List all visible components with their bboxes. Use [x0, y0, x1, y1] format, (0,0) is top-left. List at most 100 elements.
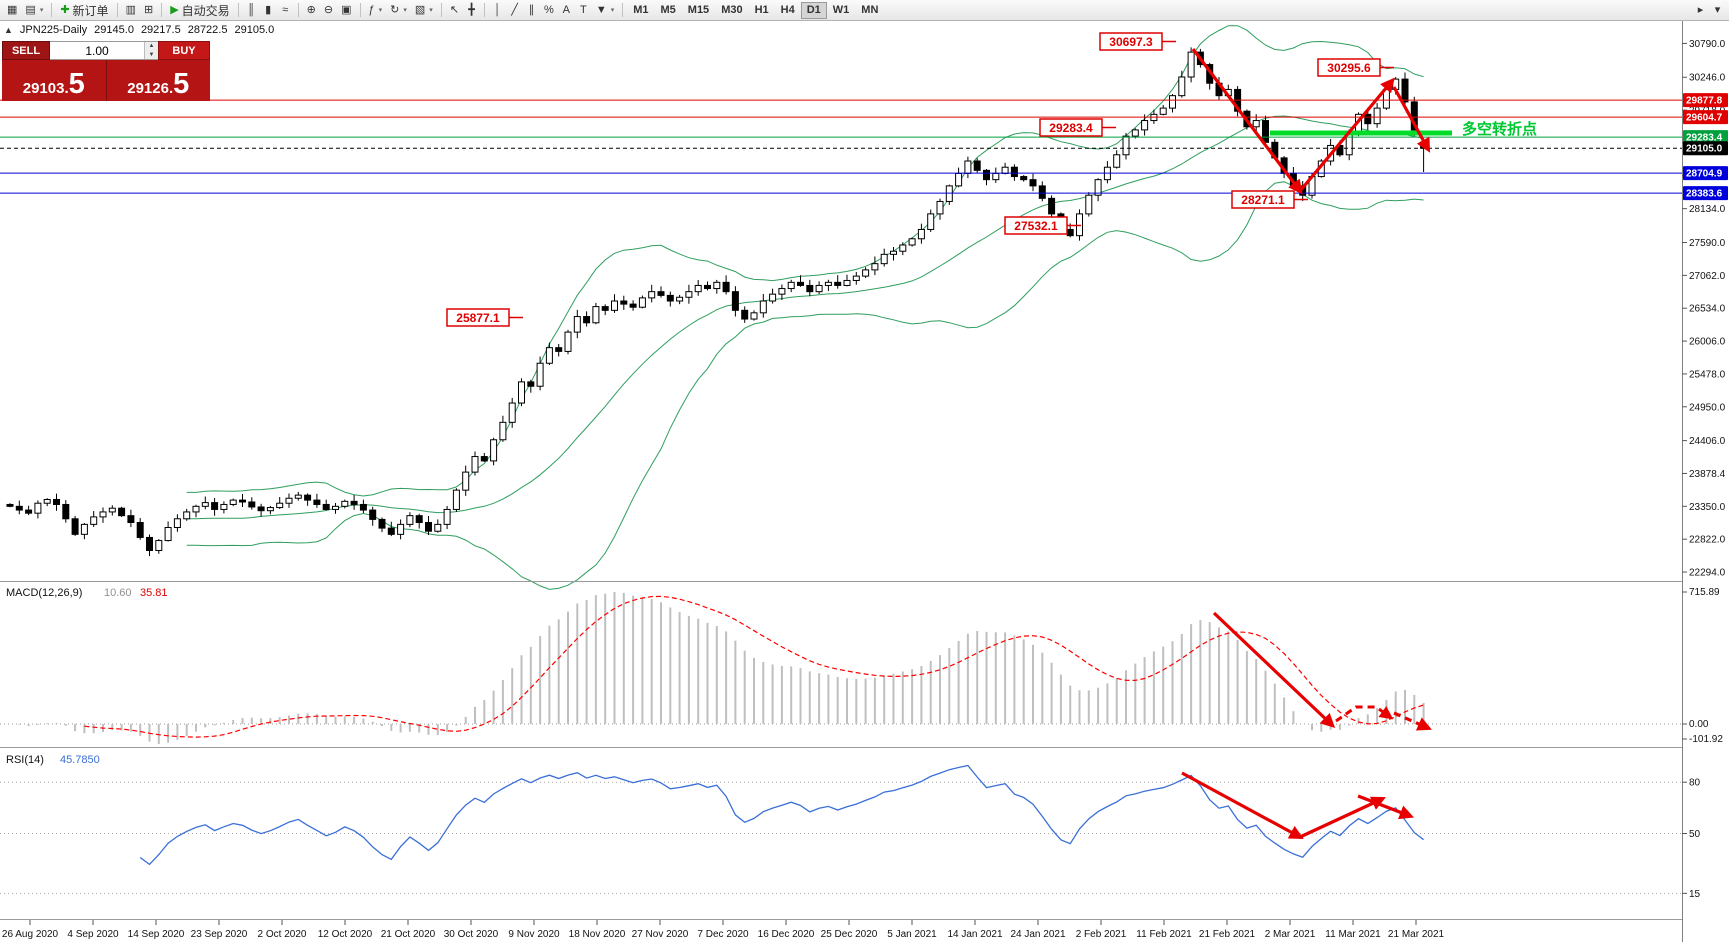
toolbar-group: ▦ ▤ ▾	[3, 2, 47, 19]
svg-text:25 Dec 2020: 25 Dec 2020	[821, 929, 878, 940]
toolbar-group: ƒ ▾ ↻ ▾ ▧ ▾	[365, 2, 437, 19]
svg-text:0.00: 0.00	[1689, 719, 1709, 730]
time-axis[interactable]: 26 Aug 2020 4 Sep 2020 14 Sep 2020 23 Sep 2…	[2, 920, 1445, 940]
toolbar-group: ↖ ╋	[446, 2, 480, 19]
timeframe-m15[interactable]: M15	[682, 2, 715, 19]
ohlc-open: 29145.0	[94, 24, 134, 36]
templates-icon-dropdown[interactable]: ▾	[429, 7, 433, 14]
candles	[6, 47, 1428, 557]
new-chart-icon[interactable]: ▦	[3, 2, 21, 19]
axis-price-tag	[1683, 166, 1728, 181]
auto-trading-button[interactable]: ▶ 自动交易	[166, 2, 233, 19]
svg-text:15: 15	[1689, 889, 1701, 900]
new-order-button-label: 新订单	[72, 3, 109, 18]
line-chart-icon: ≈	[282, 3, 289, 16]
svg-text:24950.0: 24950.0	[1689, 402, 1726, 413]
timeframe-w1[interactable]: W1	[827, 2, 856, 19]
macd-panel: MACD(12,26,9) 10.60 35.81	[0, 587, 1682, 744]
svg-text:24 Jan 2021: 24 Jan 2021	[1010, 929, 1065, 940]
fibonacci-icon[interactable]: %	[540, 2, 558, 19]
toolbar-group: │ ╱ ∥% A T ▼ ▾	[489, 2, 618, 19]
one-click-collapse-icon[interactable]: ▲	[4, 25, 13, 35]
zoom-in-icon[interactable]: ⊕	[303, 2, 320, 19]
svg-text:22294.0: 22294.0	[1689, 568, 1726, 579]
label-icon[interactable]: T	[575, 2, 592, 19]
text-icon[interactable]: A	[558, 2, 575, 19]
toolbar-separator	[297, 3, 299, 17]
toolbar-separator	[440, 3, 442, 17]
timeframe-h1[interactable]: H1	[749, 2, 775, 19]
symbol-period-label: JPN225-Daily	[19, 24, 88, 36]
trendline-icon[interactable]: ╱	[506, 2, 523, 19]
ohlc-high: 29217.5	[140, 24, 181, 36]
navigator-icon[interactable]: ⊞	[140, 2, 157, 19]
indicators-icon[interactable]: ƒ ▾	[365, 2, 387, 19]
shapes-icon-dropdown[interactable]: ▾	[610, 7, 615, 14]
toolbar-group: ▶ 自动交易	[166, 2, 233, 19]
svg-text:29877.8: 29877.8	[1686, 96, 1723, 107]
profiles-icon: ▤	[25, 3, 36, 16]
templates-icon[interactable]: ▧ ▾	[411, 2, 437, 19]
volume-input[interactable]	[50, 42, 144, 59]
candlestick-chart-icon[interactable]: ▮	[260, 2, 277, 19]
zoom-out-icon[interactable]: ⊖	[320, 2, 337, 19]
sell-button[interactable]: SELL	[2, 41, 50, 60]
toolbar-right-icon-1[interactable]: ▸	[1692, 2, 1709, 19]
svg-text:30 Oct 2020: 30 Oct 2020	[444, 929, 499, 940]
timeframe-m1[interactable]: M1	[627, 2, 654, 19]
volume-decrease-button[interactable]: ▼	[145, 50, 158, 59]
market-watch-icon[interactable]: ▥	[122, 2, 140, 19]
buy-button[interactable]: BUY	[158, 41, 210, 60]
crosshair-icon[interactable]: ╋	[463, 2, 480, 19]
svg-text:21 Feb 2021: 21 Feb 2021	[1199, 929, 1256, 940]
volume-increase-button[interactable]: ▲	[145, 42, 158, 51]
candlestick-chart-icon: ▮	[265, 3, 272, 16]
cursor-icon[interactable]: ↖	[446, 2, 463, 19]
svg-text:45.7850: 45.7850	[60, 754, 100, 766]
timeframe-m5[interactable]: M5	[655, 2, 682, 19]
shapes-icon: ▼	[595, 3, 607, 16]
toolbar-group: ⊕ ⊖ ▣	[303, 2, 356, 19]
one-click-trading-panel: SELL ▲ ▼ BUY 29103.5 29126.5	[2, 41, 210, 101]
buy-price-display[interactable]: 29126. 5	[106, 60, 210, 101]
tile-windows-icon[interactable]: ▣	[337, 2, 355, 19]
bar-chart-icon: ║	[247, 3, 256, 16]
timeframe-h4[interactable]: H4	[775, 2, 801, 19]
price-axis[interactable]: 30790.030246.029718.029190.028662.028134…	[1682, 21, 1729, 942]
toolbar-separator	[51, 3, 53, 17]
axis-price-tag	[1683, 186, 1728, 201]
channel-icon[interactable]: ∥	[523, 2, 540, 19]
toolbar-right-icon-2[interactable]: ▾	[1709, 2, 1726, 19]
profiles-icon-dropdown[interactable]: ▾	[39, 7, 44, 14]
periods-icon-dropdown[interactable]: ▾	[403, 7, 407, 14]
auto-trading-button-label: 自动交易	[181, 3, 230, 18]
svg-text:27 Nov 2020: 27 Nov 2020	[632, 929, 689, 940]
timeframe-d1[interactable]: D1	[800, 1, 827, 19]
svg-text:23350.0: 23350.0	[1689, 502, 1726, 513]
bar-chart-icon[interactable]: ║	[243, 2, 260, 19]
chart-canvas[interactable]: 多空转折点 30697.3 30295.6 29283.4 28271.1 27532.1…	[0, 21, 1729, 942]
periods-icon[interactable]: ↻ ▾	[386, 2, 411, 19]
svg-text:27532.1: 27532.1	[1014, 219, 1058, 233]
line-chart-icon[interactable]: ≈	[277, 2, 294, 19]
svg-text:10.60: 10.60	[104, 587, 132, 599]
svg-text:14 Jan 2021: 14 Jan 2021	[947, 929, 1002, 940]
svg-text:35.81: 35.81	[140, 587, 168, 599]
svg-text:28383.6: 28383.6	[1686, 189, 1723, 200]
timeframe-m30[interactable]: M30	[715, 2, 748, 19]
toolbar-group: ║ ▮ ≈	[243, 2, 294, 19]
shapes-icon[interactable]: ▼ ▾	[592, 2, 618, 19]
svg-text:2 Mar 2021: 2 Mar 2021	[1265, 929, 1316, 940]
sell-price-display[interactable]: 29103. 5	[2, 60, 106, 101]
profiles-icon[interactable]: ▤ ▾	[21, 2, 47, 19]
new-order-button[interactable]: ✚ 新订单	[56, 2, 112, 19]
vertical-line-icon[interactable]: │	[489, 2, 506, 19]
volume-field: ▲ ▼	[50, 41, 158, 60]
axis-price-tag	[1683, 141, 1728, 156]
toolbar-separator	[161, 3, 163, 17]
indicators-icon-dropdown[interactable]: ▾	[378, 7, 383, 14]
svg-text:26534.0: 26534.0	[1689, 304, 1726, 315]
svg-text:12 Oct 2020: 12 Oct 2020	[318, 929, 373, 940]
ohlc-low: 28722.5	[187, 24, 228, 36]
timeframe-mn[interactable]: MN	[855, 2, 884, 19]
